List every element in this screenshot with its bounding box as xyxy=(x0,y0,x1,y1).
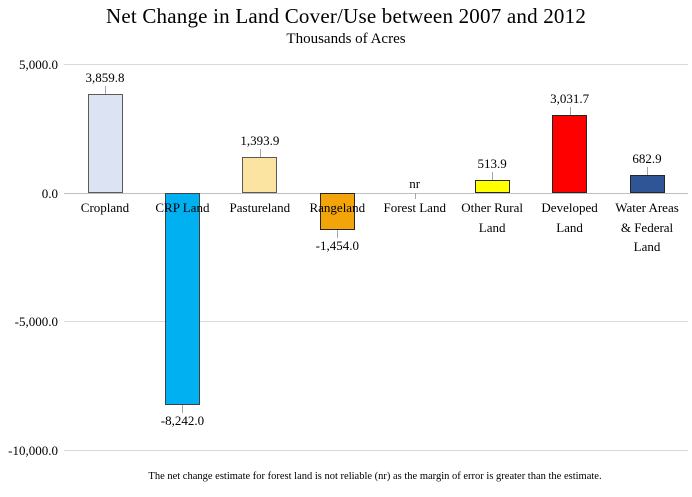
x-axis-category-label: Rangeland xyxy=(297,198,377,218)
error-bar xyxy=(182,404,184,413)
x-axis-category-label: CRP Land xyxy=(142,198,222,218)
y-axis-tick-label: 0.0 xyxy=(41,185,58,201)
x-axis-category-label-line: Land xyxy=(556,219,583,235)
x-axis-category-label-line: Land xyxy=(478,219,506,235)
bar-pastureland xyxy=(242,157,278,193)
x-axis-category-label-line: CRP Land xyxy=(155,200,210,215)
x-axis-category-label-line: Forest Land xyxy=(383,200,446,215)
x-axis-category-label-line: Cropland xyxy=(80,200,130,215)
bar-crp-land xyxy=(164,193,200,405)
bar-rangeland xyxy=(319,193,355,231)
bar-water-areas-federal-land xyxy=(629,175,665,193)
error-bar xyxy=(414,193,416,199)
x-axis-category-label-line: Rangeland xyxy=(309,200,366,215)
chart-subtitle: Thousands of Acres xyxy=(286,31,406,47)
x-axis-category-label: Pastureland xyxy=(220,198,300,218)
error-bar xyxy=(337,230,339,239)
bar-cropland xyxy=(87,93,123,193)
bar-value-label: 682.9 xyxy=(632,151,662,167)
bar-value-label: 3,031.7 xyxy=(550,91,590,107)
gridline xyxy=(64,64,688,65)
x-axis-category-label: Other Rural Land xyxy=(452,198,532,237)
bar-value-label: 3,859.8 xyxy=(85,69,125,85)
error-bar xyxy=(259,149,261,158)
x-axis-category-label-line: & Federal xyxy=(620,219,674,235)
chart-title: Net Change in Land Cover/Use between 200… xyxy=(105,4,587,28)
bar-value-label: 513.9 xyxy=(477,155,507,171)
x-axis-category-label-line: Water Areas xyxy=(615,200,679,215)
x-axis-category-label-line: Developed xyxy=(541,200,598,215)
chart-footnote: The net change estimate for forest land … xyxy=(148,471,602,482)
error-bar xyxy=(492,171,494,180)
x-axis-category-label-line: Land xyxy=(633,239,661,254)
bar-developed-land xyxy=(552,115,588,193)
x-axis-category-label: Forest Land xyxy=(375,198,455,218)
error-bar xyxy=(647,167,648,176)
x-axis-category-label: Developed Land xyxy=(530,198,610,237)
x-axis-category-label: Cropland xyxy=(65,198,145,218)
y-axis-tick-label: -10,000.0 xyxy=(8,442,58,458)
error-bar xyxy=(569,107,571,116)
bar-other-rural-land xyxy=(474,179,510,193)
gridline xyxy=(64,321,688,322)
bar-value-label: -1,454.0 xyxy=(315,238,359,254)
gridline xyxy=(64,449,688,451)
y-axis-tick-label: 5,000.0 xyxy=(19,57,58,72)
bar-value-label-nr: nr xyxy=(409,176,421,191)
error-bar xyxy=(105,85,106,94)
gridline xyxy=(64,192,688,194)
y-axis-tick-label: -5,000.0 xyxy=(14,314,58,329)
bar-value-label: -8,242.0 xyxy=(160,412,205,428)
x-axis-category-label-line: Other Rural xyxy=(461,200,523,215)
x-axis-category-label-line: Pastureland xyxy=(229,200,291,215)
bar-value-label: 1,393.9 xyxy=(240,133,280,149)
x-axis-category-label: Water Areas & Federal Land xyxy=(607,198,687,257)
